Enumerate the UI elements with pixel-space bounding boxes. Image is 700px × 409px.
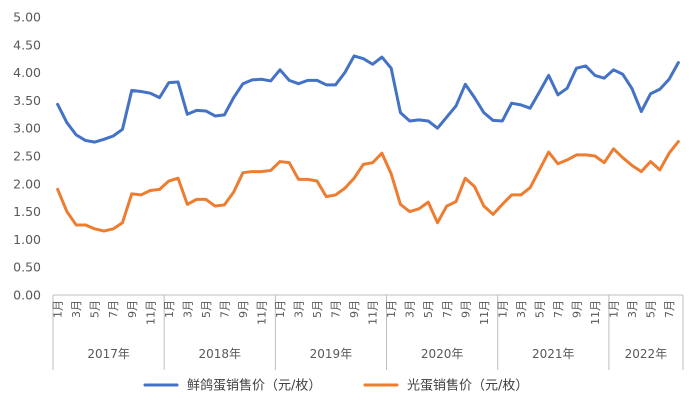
month-tick-label: 5月	[533, 300, 546, 318]
y-tick-label: 2.50	[13, 149, 41, 164]
year-label: 2022年	[625, 347, 668, 361]
year-label: 2019年	[310, 347, 353, 361]
legend-item: 鲜鸽蛋销售价（元/枚）	[143, 378, 321, 394]
month-tick-label: 7月	[218, 300, 231, 318]
x-axis: 1月 3月 5月 7月 9月 11月 2017年 1月 3月 5月 7月 9月 11月 2018年 1月 3月…	[52, 294, 684, 370]
series-line-2	[56, 140, 680, 233]
legend: 鲜鸽蛋销售价（元/枚） 光蛋销售价（元/枚）	[143, 378, 528, 394]
month-tick-label: 5月	[200, 300, 213, 318]
month-tick-label: 1月	[52, 300, 65, 318]
month-tick-label: 1月	[274, 300, 287, 318]
month-tick-label: 11月	[255, 300, 268, 325]
y-tick-label: 1.00	[13, 232, 41, 247]
month-tick-label: 9月	[126, 300, 139, 318]
month-tick-label: 3月	[515, 300, 528, 318]
y-tick-label: 0.00	[13, 288, 41, 303]
month-tick-label: 5月	[311, 300, 324, 318]
month-tick-label: 5月	[422, 300, 435, 318]
y-tick-label: 4.50	[13, 37, 41, 52]
month-tick-label: 3月	[70, 300, 83, 318]
month-tick-label: 3月	[626, 300, 639, 318]
month-tick-label: 1月	[608, 300, 621, 318]
month-tick-label: 7月	[663, 300, 676, 318]
year-label: 2021年	[532, 347, 575, 361]
month-tick-label: 11月	[478, 300, 491, 325]
year-label: 2020年	[421, 347, 464, 361]
month-tick-label: 7月	[107, 300, 120, 318]
month-tick-label: 3月	[181, 300, 194, 318]
series-line-1	[56, 54, 680, 144]
month-tick-label: 9月	[348, 300, 361, 318]
y-tick-label: 0.50	[13, 260, 41, 275]
month-tick-label: 3月	[293, 300, 306, 318]
month-tick-label: 9月	[570, 300, 583, 318]
legend-label: 光蛋销售价（元/枚）	[407, 378, 528, 394]
month-tick-label: 1月	[496, 300, 509, 318]
y-axis: 0.00 0.50 1.00 1.50 2.00 2.50 3.00 3.50 4.00 4.50…	[13, 10, 41, 303]
y-tick-label: 4.00	[13, 65, 41, 80]
month-tick-label: 11月	[589, 300, 602, 325]
month-tick-label: 5月	[645, 300, 658, 318]
y-tick-label: 5.00	[13, 10, 41, 25]
month-tick-label: 1月	[385, 300, 398, 318]
y-tick-label: 3.00	[13, 121, 41, 136]
month-tick-label: 7月	[552, 300, 565, 318]
month-tick-label: 9月	[459, 300, 472, 318]
year-label: 2017年	[87, 347, 130, 361]
y-tick-label: 2.00	[13, 176, 41, 191]
month-tick-label: 11月	[144, 300, 157, 325]
y-tick-label: 1.50	[13, 204, 41, 219]
month-tick-label: 7月	[330, 300, 343, 318]
month-tick-label: 7月	[441, 300, 454, 318]
legend-label: 鲜鸽蛋销售价（元/枚）	[187, 378, 321, 394]
month-tick-label: 3月	[404, 300, 417, 318]
month-tick-label: 11月	[367, 300, 380, 325]
month-tick-label: 5月	[89, 300, 102, 318]
month-tick-label: 9月	[237, 300, 250, 318]
plot-lines	[56, 54, 680, 233]
legend-item: 光蛋销售价（元/枚）	[363, 378, 528, 394]
y-tick-label: 3.50	[13, 93, 41, 108]
year-label: 2018年	[198, 347, 241, 361]
month-tick-label: 1月	[163, 300, 176, 318]
